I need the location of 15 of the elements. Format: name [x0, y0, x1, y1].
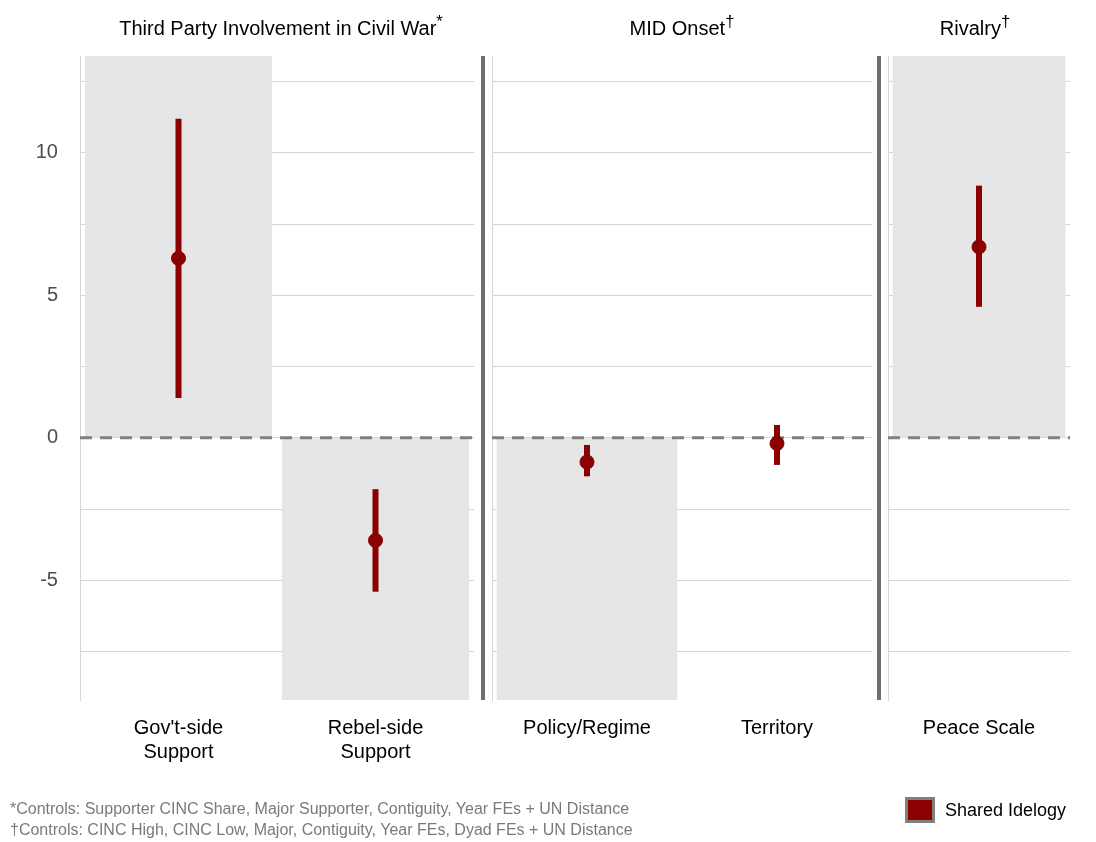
legend-label: Shared Idelogy: [945, 799, 1067, 821]
y-tick-label: -5: [40, 567, 58, 590]
x-tick-label: Rebel-side Support: [327, 715, 424, 762]
x-tick-label: Gov't-side Support: [133, 715, 224, 762]
y-tick-label: 10: [35, 140, 58, 163]
chart-title: MID Onset$^{†}$: [628, 12, 736, 40]
x-tick-label: Policy/Regime: [523, 715, 651, 738]
text: †Controls: CINC High, CINC Low, Major, Contiguity, Year FEs, Dyad FEs + UN Distance: [10, 820, 633, 840]
x-tick-label: Territory: [740, 715, 814, 738]
y-tick-label: 0: [46, 425, 58, 448]
chart-title: Rivalry$^{†}$: [938, 12, 1012, 40]
chart-title: Third Party Involvement in Civil War$^{*}$: [118, 12, 444, 40]
y-tick-label: 5: [46, 282, 58, 305]
x-tick-label: Peace Scale: [922, 715, 1036, 738]
text: *Controls: Supporter CINC Share, Major Supporter, Contiguity, Year FEs + UN Distance: [10, 799, 631, 819]
